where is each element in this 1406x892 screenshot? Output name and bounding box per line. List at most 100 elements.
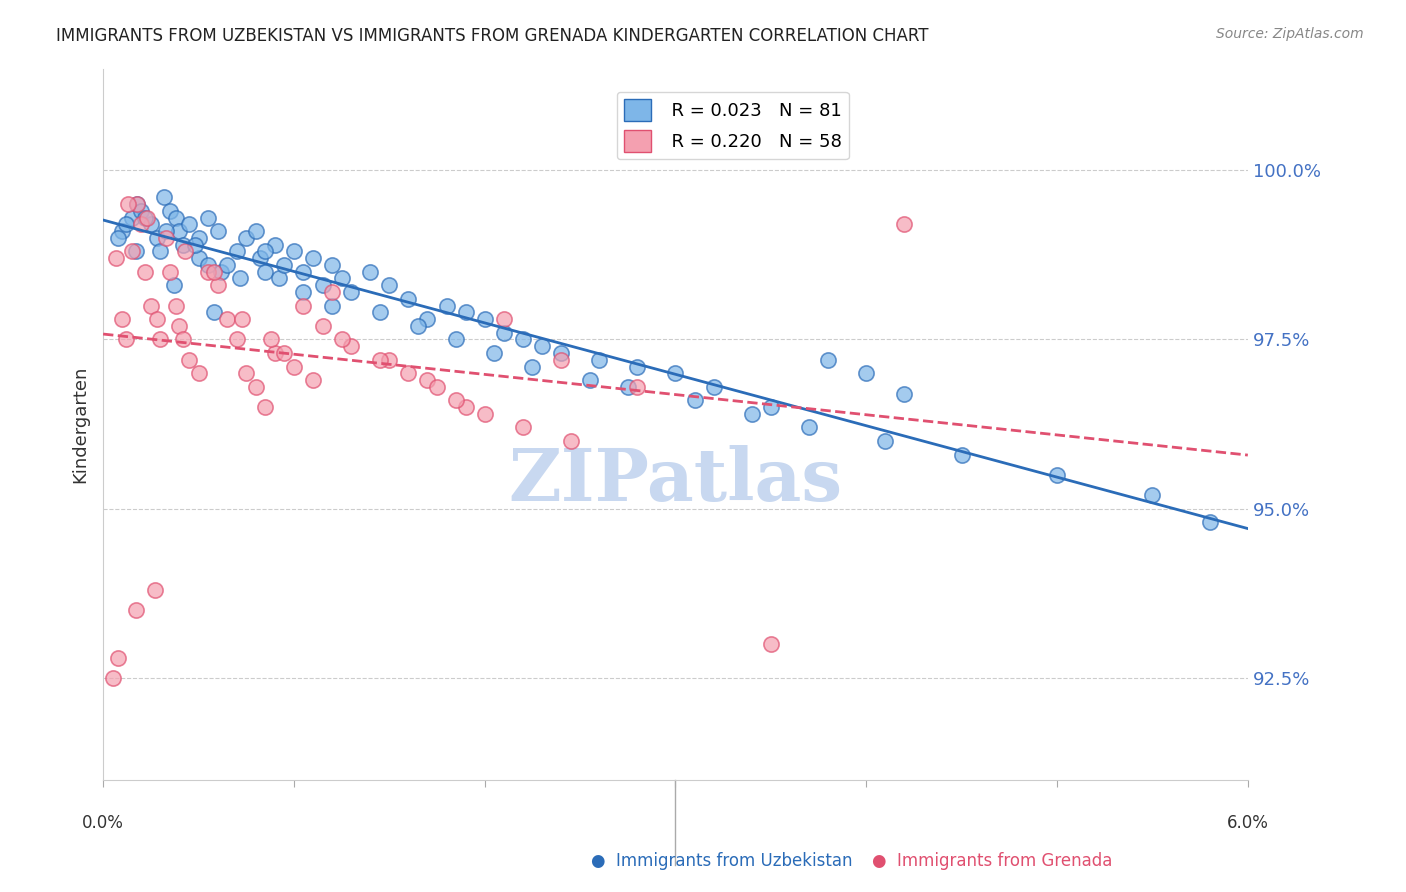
Point (136, 211, 159, 225)
Point (267, 271, 290, 285)
Point (378, 352, 401, 367)
Point (197, 258, 219, 272)
Point (1198, 516, 1220, 530)
Point (129, 217, 152, 231)
Point (115, 333, 138, 347)
Point (530, 339, 553, 353)
Text: 0.0%: 0.0% (82, 814, 124, 832)
Point (225, 333, 247, 347)
Point (340, 285, 363, 299)
Point (129, 203, 152, 218)
Point (950, 448, 973, 462)
Point (875, 434, 897, 448)
Text: ●  Immigrants from Grenada: ● Immigrants from Grenada (872, 852, 1112, 870)
Point (207, 224, 229, 238)
Point (249, 251, 271, 265)
Text: 6.0%: 6.0% (1227, 814, 1268, 832)
Point (231, 312, 253, 326)
Point (626, 380, 648, 394)
Point (139, 299, 162, 313)
Point (169, 224, 191, 238)
Point (378, 278, 401, 293)
Point (512, 333, 534, 347)
Point (311, 318, 333, 333)
Point (321, 285, 343, 299)
Point (283, 359, 305, 374)
Point (260, 333, 283, 347)
Point (311, 278, 333, 293)
Point (484, 346, 506, 360)
Point (368, 305, 391, 319)
Point (111, 312, 134, 326)
Point (163, 278, 186, 293)
Point (177, 217, 200, 231)
Point (159, 203, 181, 218)
Point (292, 299, 315, 313)
Point (302, 373, 325, 387)
Point (207, 278, 229, 293)
Point (406, 318, 429, 333)
Point (153, 190, 176, 204)
Point (254, 265, 277, 279)
Point (321, 299, 343, 313)
Point (229, 271, 252, 285)
Text: ●  Immigrants from Uzbekistan: ● Immigrants from Uzbekistan (591, 852, 852, 870)
Point (149, 244, 172, 259)
Point (273, 258, 295, 272)
Point (340, 339, 363, 353)
Point (444, 393, 467, 408)
Point (492, 326, 515, 340)
Point (115, 217, 138, 231)
Point (560, 434, 582, 448)
Point (197, 265, 219, 279)
Point (1142, 488, 1164, 502)
Point (174, 244, 197, 259)
Point (172, 333, 194, 347)
Point (101, 671, 124, 685)
Point (797, 420, 820, 434)
Point (817, 352, 839, 367)
Point (165, 211, 187, 225)
Point (759, 637, 782, 651)
Point (172, 237, 194, 252)
Point (169, 318, 191, 333)
Point (235, 231, 257, 245)
Point (550, 346, 572, 360)
Point (225, 244, 247, 259)
Point (454, 400, 477, 414)
Text: Source: ZipAtlas.com: Source: ZipAtlas.com (1216, 27, 1364, 41)
Point (512, 420, 534, 434)
Point (245, 224, 267, 238)
Point (121, 211, 143, 225)
Point (217, 258, 239, 272)
Point (588, 352, 610, 367)
Point (396, 366, 419, 380)
Point (263, 346, 285, 360)
Point (283, 244, 305, 259)
Point (321, 258, 343, 272)
Y-axis label: Kindergarten: Kindergarten (72, 366, 89, 483)
Point (893, 217, 915, 231)
Point (444, 333, 467, 347)
Point (416, 373, 439, 387)
Text: IMMIGRANTS FROM UZBEKISTAN VS IMMIGRANTS FROM GRENADA KINDERGARTEN CORRELATION C: IMMIGRANTS FROM UZBEKISTAN VS IMMIGRANTS… (56, 27, 929, 45)
Point (263, 237, 285, 252)
Point (127, 197, 149, 211)
Point (107, 650, 129, 665)
Point (492, 312, 515, 326)
Point (134, 265, 156, 279)
Point (330, 271, 353, 285)
Point (124, 244, 146, 259)
Point (741, 407, 763, 421)
Point (683, 393, 706, 408)
Point (292, 285, 315, 299)
Point (217, 312, 239, 326)
Point (273, 346, 295, 360)
Point (187, 366, 209, 380)
Point (187, 251, 209, 265)
Point (254, 400, 277, 414)
Point (330, 333, 353, 347)
Point (165, 299, 187, 313)
Point (209, 265, 232, 279)
Point (855, 366, 877, 380)
